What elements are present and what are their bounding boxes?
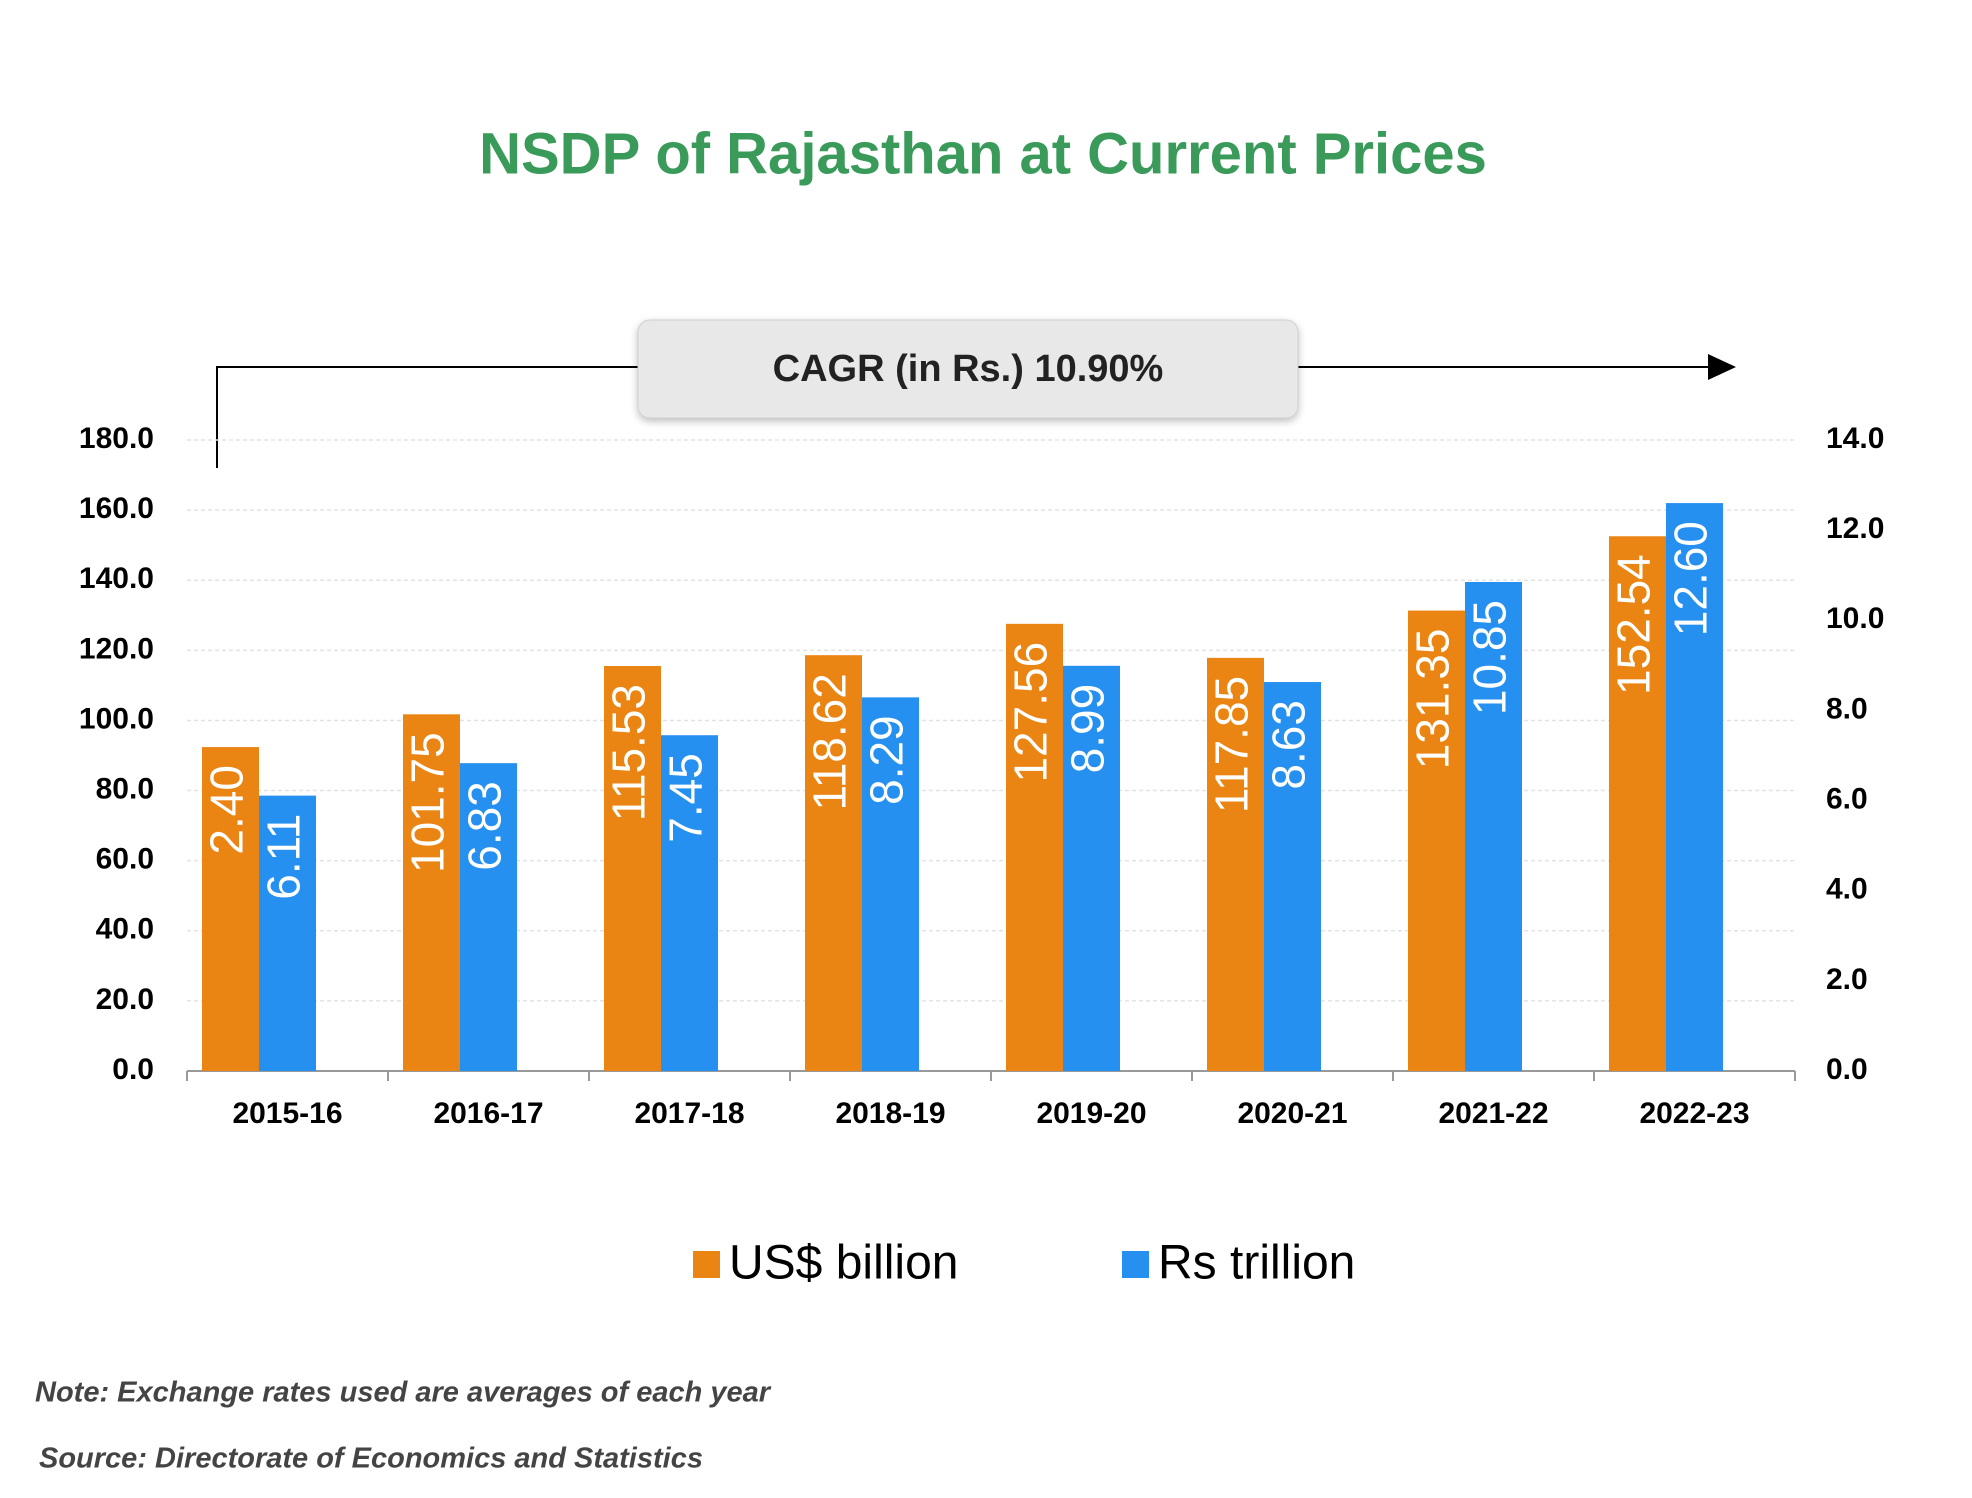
bar — [604, 666, 661, 1071]
x-tick-label: 2019-20 — [1036, 1097, 1146, 1130]
bar — [862, 697, 919, 1071]
source: Source: Directorate of Economics and Sta… — [39, 1443, 703, 1475]
y2-tick-label: 6.0 — [1826, 782, 1868, 815]
legend-swatch — [693, 1251, 720, 1278]
legend-label: Rs trillion — [1158, 1237, 1355, 1290]
value-label: 152.54 — [1608, 554, 1660, 695]
x-tick-label: 2017-18 — [634, 1097, 744, 1130]
y-tick-label: 100.0 — [79, 702, 154, 735]
value-label: 6.11 — [258, 814, 310, 900]
y-tick-label: 0.0 — [112, 1053, 154, 1086]
y2-tick-label: 8.0 — [1826, 692, 1868, 725]
value-label: 118.62 — [804, 673, 856, 810]
chart-title: NSDP of Rajasthan at Current Prices — [479, 121, 1487, 186]
y2-tick-label: 4.0 — [1826, 873, 1868, 906]
bar — [1207, 657, 1264, 1071]
y2-tick-label: 2.0 — [1826, 963, 1868, 996]
x-tick-label: 2020-21 — [1237, 1097, 1347, 1130]
value-label: 12.60 — [1665, 521, 1717, 636]
y-tick-label: 40.0 — [96, 913, 154, 946]
y2-tick-label: 10.0 — [1826, 602, 1884, 635]
bar — [1408, 610, 1465, 1071]
cagr-box — [637, 319, 1299, 419]
value-label: 127.56 — [1005, 642, 1057, 783]
bar — [661, 735, 718, 1071]
bar — [202, 747, 259, 1071]
y2-tick-label: 12.0 — [1826, 512, 1884, 545]
note: Note: Exchange rates used are averages o… — [35, 1377, 772, 1409]
value-label: 117.85 — [1206, 676, 1258, 813]
value-label: 131.35 — [1407, 629, 1459, 770]
y-tick-label: 20.0 — [96, 983, 154, 1016]
y-tick-label: 180.0 — [79, 422, 154, 455]
legend-swatch — [1122, 1251, 1149, 1278]
value-label: 101.75 — [402, 732, 454, 873]
y2-tick-label: 0.0 — [1826, 1053, 1868, 1086]
value-label: 2.40 — [201, 765, 253, 855]
value-label: 10.85 — [1464, 600, 1516, 715]
x-tick-label: 2015-16 — [232, 1097, 342, 1130]
x-tick-label: 2016-17 — [433, 1097, 543, 1130]
bar — [1609, 536, 1666, 1071]
bar — [1063, 665, 1120, 1071]
bar — [1006, 623, 1063, 1071]
value-label: 8.29 — [861, 715, 913, 805]
bar — [259, 795, 316, 1071]
bar — [460, 763, 517, 1071]
bar — [403, 714, 460, 1071]
bar — [1666, 503, 1723, 1072]
value-label: 8.99 — [1062, 684, 1114, 774]
y-tick-label: 140.0 — [79, 562, 154, 595]
x-tick-label: 2021-22 — [1438, 1097, 1548, 1130]
y-tick-label: 160.0 — [79, 492, 154, 525]
y-tick-label: 60.0 — [96, 843, 154, 876]
value-label: 8.63 — [1263, 700, 1315, 790]
bar — [1264, 682, 1321, 1071]
y2-tick-label: 14.0 — [1826, 422, 1884, 455]
bar — [805, 655, 862, 1071]
value-label: 7.45 — [660, 753, 712, 843]
y-tick-label: 80.0 — [96, 772, 154, 805]
legend-label: US$ billion — [729, 1237, 958, 1290]
x-tick-label: 2018-19 — [835, 1097, 945, 1130]
bar — [1465, 581, 1522, 1071]
arrow-head — [1708, 354, 1736, 380]
y-tick-label: 120.0 — [79, 632, 154, 665]
value-label: 6.83 — [459, 781, 511, 871]
cagr-label: CAGR (in Rs.) 10.90% — [773, 348, 1164, 390]
x-tick-label: 2022-23 — [1639, 1097, 1749, 1130]
value-label: 115.53 — [603, 684, 655, 821]
